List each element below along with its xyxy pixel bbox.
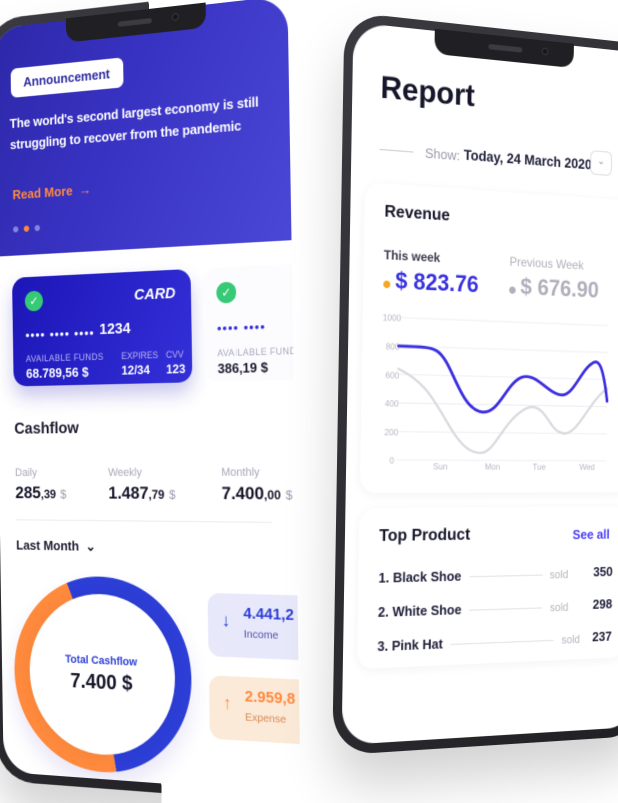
svg-text:200: 200 (384, 428, 399, 438)
svg-text:Sun: Sun (433, 462, 448, 470)
svg-text:Tue: Tue (533, 462, 547, 469)
svg-text:1000: 1000 (383, 313, 402, 323)
svg-text:Mon: Mon (485, 462, 500, 470)
svg-text:Wed: Wed (579, 463, 594, 470)
svg-text:800: 800 (386, 342, 401, 352)
svg-text:600: 600 (385, 370, 400, 380)
svg-text:400: 400 (385, 399, 400, 409)
svg-text:0: 0 (389, 456, 394, 466)
